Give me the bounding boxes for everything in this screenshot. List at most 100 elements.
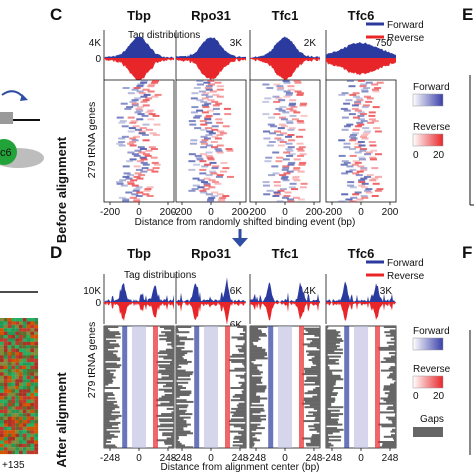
partial-heatmap-cell (22, 430, 27, 434)
heatmap-reverse-cell (207, 80, 215, 82)
partial-heatmap-cell (3, 443, 8, 448)
heatmap-forward-cell (358, 144, 366, 147)
heatmap-forward-cell (131, 99, 139, 102)
heatmap-gap-cell (159, 420, 174, 423)
heatmap-gap-cell (386, 416, 396, 419)
heatmap-reverse-cell (145, 128, 153, 131)
heatmap-gap-cell (176, 392, 192, 395)
heatmap-gap-cell (380, 369, 396, 372)
heatmap-gap-cell (104, 366, 120, 369)
partial-heatmap-cell (19, 420, 23, 424)
down-arrow (232, 229, 248, 247)
heatmap-gap-cell (306, 350, 320, 353)
heatmap-gap-cell (383, 357, 396, 360)
heatmap-forward-cell (141, 167, 149, 170)
partial-heatmap-cell (34, 399, 39, 404)
heatmap-forward-cell (215, 175, 223, 178)
heatmap-gap-cell (303, 367, 320, 370)
partial-heatmap-cell (30, 396, 35, 400)
forward-tag-distribution (250, 36, 320, 58)
heatmap-gap-cell (228, 359, 246, 362)
tag-ymax-label: 10K (83, 286, 101, 297)
heatmap-gap-cell (168, 446, 174, 449)
heatmap-reverse-cell (361, 134, 369, 136)
heatmap-gap-cell (104, 430, 121, 433)
heatmap-reverse-cell (148, 83, 156, 86)
reverse-scale-bar (412, 375, 444, 389)
panel-d-letter: D (50, 243, 62, 262)
heatmap-gap-cell (306, 414, 320, 417)
heatmap-gap-cell (304, 406, 320, 409)
heatmap-gap-cell (104, 395, 108, 398)
heatmap-gap-cell (326, 343, 336, 346)
heatmap-gap-cell (379, 402, 396, 405)
panel-e-letter: E (462, 5, 473, 24)
heatmap-gap-cell (306, 376, 320, 379)
partial-heatmap-cell (19, 437, 23, 441)
partial-heatmap-cell (26, 382, 31, 387)
partial-heatmap-cell (15, 358, 20, 363)
heatmap-gap-cell (159, 338, 174, 341)
x-tick-label: -200 (100, 207, 120, 218)
partial-heatmap-cell (3, 433, 8, 438)
heatmap-gap-cell (326, 350, 335, 353)
heatmap-forward-cell (341, 92, 349, 95)
heatmap-gap-cell (104, 394, 115, 396)
heatmap-forward-cell (349, 148, 356, 150)
heatmap-reverse-cell (371, 195, 379, 197)
heatmap-reverse-cell (210, 172, 218, 175)
heatmap-gap-cell (171, 411, 174, 414)
heatmap-gap-cell (176, 366, 182, 369)
heatmap-gap-cell (104, 427, 119, 430)
partial-heatmap-cell (22, 392, 27, 397)
heatmap-gap-cell (176, 439, 178, 442)
heatmap-gap-cell (319, 336, 320, 339)
heatmap-gap-cell (176, 394, 190, 396)
partial-heatmap-cell (34, 331, 39, 336)
partial-heatmap-cell (22, 443, 27, 448)
heatmap-gap-cell (176, 359, 187, 362)
heatmap-reverse-cell (287, 200, 295, 203)
heatmap-forward-cell (141, 114, 149, 117)
heatmap-gap-cell (176, 446, 194, 449)
heatmap-forward-cell (199, 141, 207, 143)
heatmap-reverse-cell (146, 195, 154, 197)
heatmap-forward-cell (265, 156, 273, 159)
heatmap-gap-cell (160, 423, 174, 426)
heatmap-gap-cell (315, 387, 320, 389)
partial-heatmap-cell (3, 375, 8, 380)
heatmap-reverse-cell (132, 125, 140, 128)
heatmap-forward-cell (118, 144, 126, 147)
partial-heatmap-cell (0, 447, 4, 451)
partial-heatmap-cell (19, 331, 23, 336)
heatmap-forward-cell (282, 179, 290, 182)
heatmap-gap-cell (230, 418, 246, 421)
heatmap-forward-cell (266, 189, 274, 192)
heatmap-gap-cell (104, 367, 107, 370)
heatmap-reverse-cell (145, 97, 153, 100)
heatmap-gap-cell (176, 435, 179, 438)
heatmap-gap-cell (160, 402, 174, 405)
heatmap-gap-cell (104, 392, 113, 395)
partial-heatmap-cell (11, 318, 16, 322)
heatmap-gap-cell (326, 338, 342, 341)
partial-heatmap-cell (22, 321, 27, 325)
heatmap-gap-cell (307, 345, 320, 348)
heatmap-gap-cell (379, 411, 396, 414)
heatmap-reverse-cell (199, 160, 207, 163)
partial-heatmap-cell (15, 423, 20, 427)
heatmap-gap-cell (250, 353, 268, 356)
heatmap-forward-cell (266, 87, 274, 89)
heatmap-forward-cell (285, 93, 293, 96)
heatmap-reverse-cell (145, 111, 153, 114)
partial-heatmap-cell (7, 433, 12, 438)
partial-heatmap-cell (26, 406, 31, 410)
heatmap-gap-cell (250, 390, 265, 393)
heatmap-reverse-cell (370, 149, 378, 152)
heatmap-gap-cell (326, 437, 329, 440)
partial-heatmap-cell (19, 392, 23, 397)
partial-heatmap-cell (15, 355, 20, 359)
heatmap-reverse-cell (133, 175, 141, 178)
heatmap-reverse-cell (138, 130, 146, 133)
partial-heatmap-cell (3, 335, 8, 339)
